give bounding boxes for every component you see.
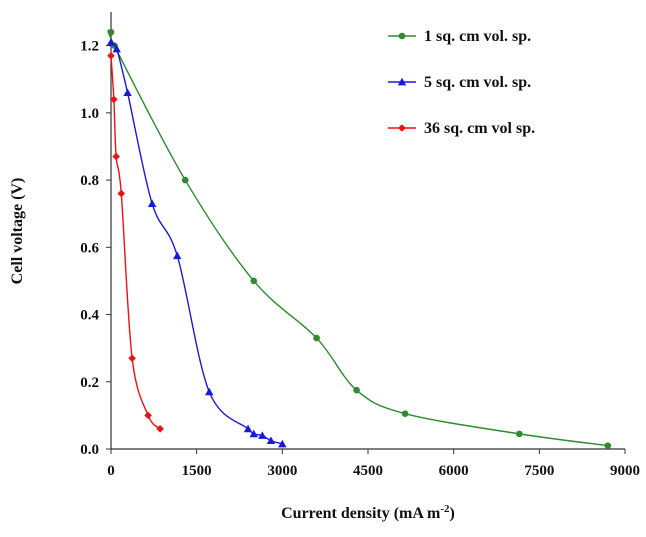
x-tick-label: 7500 bbox=[524, 463, 554, 479]
data-point bbox=[147, 199, 157, 207]
legend-label: 36 sq. cm vol sp. bbox=[424, 120, 535, 137]
y-tick-label: 0.6 bbox=[80, 240, 99, 256]
data-point bbox=[249, 429, 258, 438]
series-1 bbox=[107, 28, 612, 449]
y-axis: 0.0 0.2 0.4 0.6 0.8 1.0 1.2 bbox=[80, 12, 112, 458]
data-point bbox=[250, 277, 258, 285]
data-point bbox=[278, 439, 287, 448]
data-point bbox=[258, 431, 267, 439]
data-point bbox=[107, 51, 115, 60]
y-tick-label: 1.2 bbox=[80, 39, 99, 55]
series-3 bbox=[107, 51, 164, 433]
legend-item: 5 sq. cm vol. sp. bbox=[388, 74, 531, 91]
data-point bbox=[112, 152, 120, 161]
data-point bbox=[107, 28, 115, 36]
data-point bbox=[106, 38, 116, 46]
data-point bbox=[313, 334, 320, 342]
x-tick-label: 1500 bbox=[182, 463, 212, 479]
y-tick-group: 0.0 0.2 0.4 0.6 0.8 1.0 1.2 bbox=[80, 39, 111, 458]
y-axis-title: Cell voltage (V) bbox=[9, 178, 26, 285]
y-tick-label: 1.0 bbox=[80, 106, 99, 122]
legend-label: 5 sq. cm vol. sp. bbox=[424, 74, 531, 91]
data-point bbox=[353, 386, 360, 394]
x-tick-label: 3000 bbox=[267, 463, 297, 479]
data-point bbox=[205, 387, 214, 396]
legend-swatch-marker bbox=[397, 77, 407, 86]
data-point bbox=[123, 88, 132, 97]
data-point bbox=[173, 251, 182, 260]
x-tick-label: 4500 bbox=[353, 463, 383, 479]
legend-swatch-marker bbox=[398, 124, 406, 132]
data-point bbox=[181, 176, 189, 184]
x-axis: 0 1500 3000 4500 6000 7500 9000 bbox=[107, 448, 640, 479]
legend-swatch-marker bbox=[398, 32, 406, 40]
y-tick-label: 0.2 bbox=[80, 375, 99, 391]
series-line bbox=[107, 29, 608, 447]
data-point bbox=[156, 425, 164, 433]
data-point bbox=[516, 430, 523, 438]
x-tick-group: 0 1500 3000 4500 6000 7500 9000 bbox=[107, 449, 640, 479]
data-point bbox=[266, 436, 276, 444]
data-point bbox=[144, 411, 152, 420]
series-layer bbox=[106, 28, 612, 449]
legend: 1 sq. cm vol. sp. 5 sq. cm vol. sp. 36 sq.… bbox=[388, 28, 535, 137]
data-point bbox=[243, 424, 253, 433]
data-point bbox=[128, 354, 136, 363]
legend-item: 1 sq. cm vol. sp. bbox=[388, 28, 531, 45]
legend-label: 1 sq. cm vol. sp. bbox=[424, 28, 531, 45]
data-point bbox=[604, 442, 612, 449]
data-point bbox=[112, 44, 121, 53]
series-2 bbox=[106, 38, 287, 448]
data-point bbox=[401, 410, 409, 418]
y-tick-label: 0.0 bbox=[80, 442, 99, 458]
data-point bbox=[117, 189, 126, 198]
series-line bbox=[110, 55, 161, 430]
x-tick-label: 9000 bbox=[610, 463, 640, 479]
legend-item: 36 sq. cm vol sp. bbox=[388, 120, 535, 137]
y-tick-label: 0.8 bbox=[80, 173, 99, 189]
x-tick-label: 0 bbox=[107, 463, 115, 479]
x-tick-label: 6000 bbox=[439, 463, 469, 479]
y-tick-label: 0.4 bbox=[80, 308, 99, 324]
data-point bbox=[110, 95, 118, 104]
x-axis-title: Current density (mA m-2) bbox=[281, 503, 455, 522]
